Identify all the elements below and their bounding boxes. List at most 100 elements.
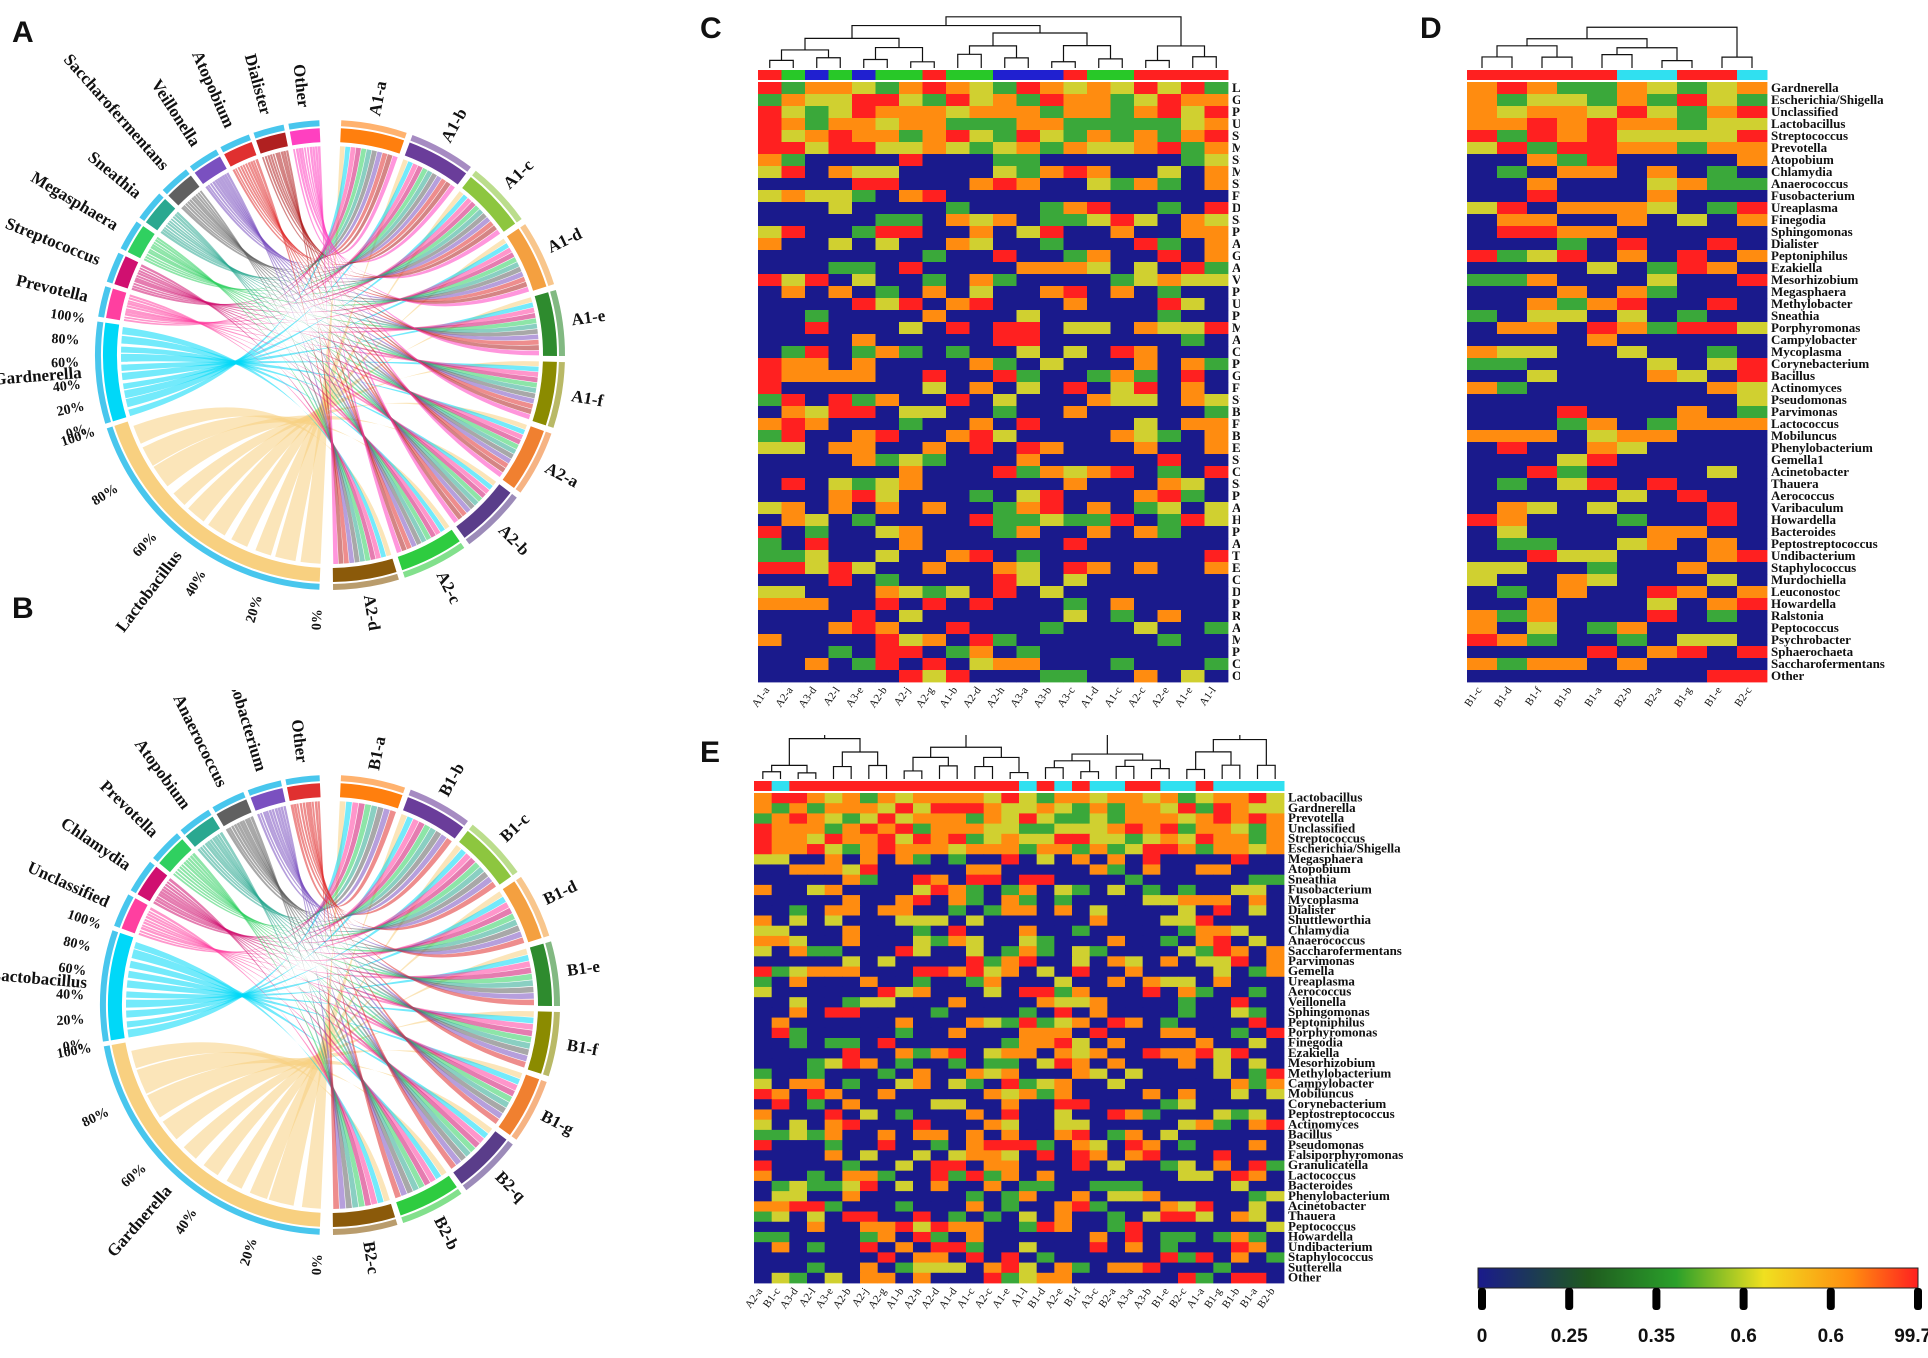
heatmap-e-cell — [1142, 1150, 1161, 1161]
heatmap-e-cell — [754, 823, 773, 835]
heatmap-e-cell — [966, 1007, 985, 1018]
heatmap-e-cell — [913, 1191, 932, 1202]
heatmap-e-cell — [1054, 1048, 1073, 1059]
heatmap-e-cell — [877, 905, 896, 916]
heatmap-c-cell — [1204, 454, 1229, 467]
heatmap-d-cell — [1467, 406, 1498, 419]
heatmap-e-cell — [860, 874, 879, 886]
heatmap-e-cell — [789, 813, 808, 825]
heatmap-c-cell — [922, 142, 947, 155]
heatmap-c-cell — [781, 322, 806, 335]
heatmap-e-cell — [1054, 823, 1073, 835]
heatmap-e-cell — [824, 925, 843, 937]
chord-b-ribbon — [233, 823, 520, 953]
heatmap-c-cell — [946, 382, 970, 395]
heatmap-e-cell — [1213, 1089, 1232, 1100]
heatmap-c-cell — [1204, 214, 1229, 227]
heatmap-c-cell — [993, 394, 1017, 407]
heatmap-d-cell — [1707, 502, 1738, 515]
heatmap-e-cell — [1142, 803, 1161, 814]
heatmap-e-cell — [1036, 864, 1055, 876]
heatmap-c-cell — [1134, 622, 1158, 635]
heatmap-d-cell — [1497, 178, 1528, 191]
heatmap-d-row-label: Ezakiella — [1771, 260, 1823, 275]
heatmap-c-cell — [969, 574, 994, 587]
heatmap-c-cell — [828, 118, 853, 131]
heatmap-c-cell — [946, 346, 970, 359]
heatmap-c-cell — [1181, 430, 1205, 443]
heatmap-c-cell — [758, 274, 782, 287]
heatmap-d-cell — [1647, 130, 1678, 143]
chord-b-taxon-arc — [107, 932, 134, 1041]
heatmap-c-cell — [993, 118, 1017, 131]
heatmap-d-dendro-branch — [1661, 59, 1693, 68]
heatmap-c-cell — [1063, 82, 1088, 95]
chord-a-taxon-arc — [114, 256, 139, 289]
heatmap-d-cell — [1737, 334, 1768, 347]
heatmap-e-cell — [913, 1078, 932, 1090]
heatmap-e-cell — [789, 997, 808, 1008]
heatmap-d-cell — [1467, 142, 1498, 155]
heatmap-d-cell — [1677, 514, 1708, 527]
chord-b-ribbon — [226, 891, 503, 1189]
heatmap-c-cell — [922, 154, 947, 167]
chord-b-pct-tick: 80% — [62, 934, 93, 955]
heatmap-c-cell — [899, 310, 923, 323]
heatmap-c-dendro-branch — [1004, 57, 1029, 68]
heatmap-e-cell — [930, 895, 949, 906]
heatmap-e-cell — [913, 905, 932, 916]
heatmap-e-cell — [930, 1058, 949, 1070]
heatmap-c-cell — [1087, 82, 1111, 95]
heatmap-e-cell — [807, 1068, 826, 1080]
heatmap-c-cell — [1087, 130, 1111, 143]
heatmap-c-cell — [899, 430, 923, 443]
heatmap-c-row-label: Fusobacterium — [1232, 188, 1240, 203]
heatmap-e-cell — [948, 986, 967, 998]
heatmap-e-cell — [930, 854, 949, 865]
heatmap-e-cell — [1125, 803, 1144, 814]
heatmap-e-group-bar-cell — [1125, 781, 1144, 791]
heatmap-c-cell — [922, 274, 947, 287]
chord-a-group-label: A1-b — [437, 105, 471, 146]
heatmap-c-cell — [781, 274, 806, 287]
heatmap-c-cell — [828, 526, 853, 539]
heatmap-c-cell — [875, 142, 900, 155]
heatmap-c-cell — [1063, 586, 1088, 599]
heatmap-d-cell — [1467, 250, 1498, 263]
heatmap-c-cell — [922, 250, 947, 263]
chord-a-group-label: A1-d — [544, 224, 585, 257]
heatmap-e-cell — [1054, 793, 1073, 804]
heatmap-d-cell — [1647, 322, 1678, 335]
heatmap-e-cell — [1089, 895, 1108, 906]
heatmap-c-cell — [993, 82, 1017, 95]
heatmap-c-cell — [828, 430, 853, 443]
heatmap-c-cell — [852, 514, 876, 527]
heatmap-d-cell — [1527, 238, 1558, 251]
heatmap-c-cell — [852, 442, 876, 455]
heatmap-c-cell — [758, 538, 782, 551]
heatmap-e-cell — [1125, 1099, 1144, 1110]
heatmap-c-cell — [946, 358, 970, 371]
heatmap-c-cell — [1134, 406, 1158, 419]
heatmap-d-cell — [1677, 538, 1708, 551]
heatmap-e-cell — [1160, 956, 1179, 967]
heatmap-d-cell — [1647, 634, 1678, 647]
panel-e-label: E — [700, 736, 721, 769]
chord-b-taxon-arc — [111, 1042, 321, 1227]
chord-b-taxon-label: Fusobacterium — [221, 690, 271, 774]
heatmap-d-cell — [1707, 202, 1738, 215]
heatmap-e-cell — [754, 1231, 773, 1243]
heatmap-e-cell — [913, 803, 932, 814]
heatmap-c-cell — [1040, 454, 1064, 467]
heatmap-e-cell — [842, 1119, 861, 1131]
heatmap-d-cell — [1707, 142, 1738, 155]
heatmap-c-cell — [1040, 586, 1064, 599]
heatmap-e-cell — [1160, 793, 1179, 804]
heatmap-c-cell — [922, 94, 947, 107]
heatmap-e-cell — [754, 1191, 773, 1202]
heatmap-c-cell — [758, 574, 782, 587]
heatmap-c-cell — [875, 454, 900, 467]
heatmap-e-cell — [983, 1058, 1002, 1070]
heatmap-e-cell — [1231, 1211, 1250, 1223]
heatmap-d-cell — [1707, 442, 1738, 455]
